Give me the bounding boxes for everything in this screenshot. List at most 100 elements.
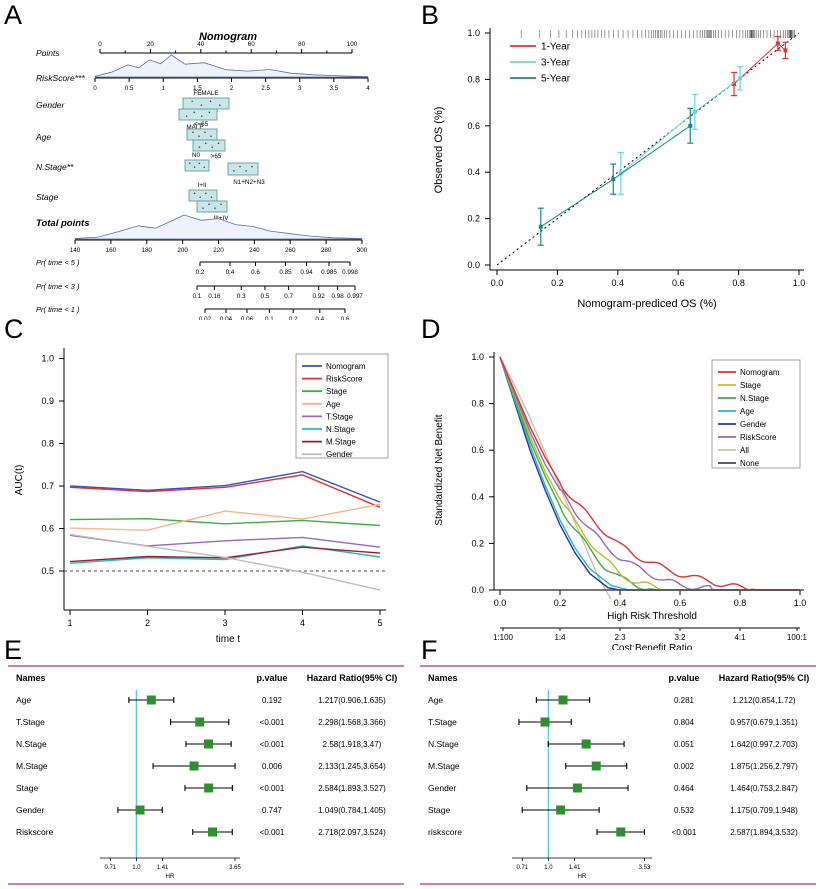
p-value: 0.002 bbox=[674, 762, 695, 771]
dca-line bbox=[499, 356, 800, 591]
estimate-square bbox=[189, 761, 199, 771]
row-name: T.Stage bbox=[428, 717, 457, 727]
panel-a-label: A bbox=[4, 0, 23, 30]
estimate-square bbox=[135, 805, 145, 815]
estimate-square bbox=[195, 717, 205, 727]
tick-label: 0.4 bbox=[614, 598, 627, 608]
tick-label: 0.9 bbox=[41, 396, 54, 406]
jitter-dot bbox=[193, 192, 196, 195]
estimate-square bbox=[572, 783, 582, 793]
tick-label: 140 bbox=[70, 247, 81, 254]
panel-c-label: C bbox=[4, 314, 24, 344]
auc-line bbox=[69, 517, 381, 527]
x-axis-title: High Risk Threshold bbox=[607, 611, 697, 622]
tick-label: 0.3 bbox=[237, 293, 246, 300]
tick-label: 1:4 bbox=[554, 633, 566, 642]
dca-line bbox=[499, 356, 800, 591]
legend-label: Gender bbox=[740, 420, 767, 429]
auc-line bbox=[69, 545, 381, 564]
dca-chart: 0.0 0.2 0.4 0.6 0.8 1.0 0.0 0.2 0.4 0.6 0.8 1.0 High… bbox=[434, 352, 808, 650]
jitter-dot bbox=[205, 142, 207, 145]
level-box bbox=[186, 128, 218, 141]
tick-label: 3.65 bbox=[229, 865, 241, 871]
row-name: Age bbox=[428, 695, 443, 705]
tick-label: 1 bbox=[67, 618, 72, 628]
row-name: T.Stage bbox=[16, 717, 45, 727]
p-value: <0.001 bbox=[260, 784, 285, 793]
estimate-square bbox=[558, 695, 568, 705]
legend-label: Nomogram bbox=[740, 368, 780, 377]
tick-label: 0.7 bbox=[284, 293, 293, 300]
tick-label: 1 bbox=[161, 85, 165, 92]
row-name: M.Stage bbox=[428, 761, 460, 771]
tick-label: 0.94 bbox=[300, 269, 313, 276]
dca-line bbox=[499, 356, 800, 591]
header-names: Names bbox=[16, 673, 46, 683]
legend-label: Age bbox=[740, 407, 755, 416]
level-box bbox=[178, 108, 218, 121]
x-axis-title: time t bbox=[216, 634, 241, 645]
legend-label: 3-Year bbox=[541, 58, 571, 69]
calibration-chart: 0.0 0.2 0.4 0.6 0.8 1.0 0.0 0.2 0.4 0.6 0.8 1.0 Nomo… bbox=[433, 28, 805, 310]
tick-label: 0.8 bbox=[467, 74, 480, 84]
hr-ci: 0.957(0.679,1.351) bbox=[730, 718, 798, 727]
level-label: N0 bbox=[192, 152, 201, 159]
hr-axis-title: HR bbox=[578, 874, 587, 880]
hr-ci: 1.875(1.256,2.797) bbox=[730, 762, 798, 771]
hr-ci: 2.133(1.245,3.654) bbox=[318, 762, 386, 771]
tick-label: 0.5 bbox=[125, 85, 134, 92]
row-label: N.Stage** bbox=[36, 162, 74, 172]
level-label: MALE bbox=[186, 124, 203, 131]
header-pvalue: p.value bbox=[256, 673, 287, 683]
legend-box bbox=[295, 353, 389, 459]
x-axis-title: Nomogram-prediced OS (%) bbox=[577, 298, 716, 310]
y-axis-title: Standardized Net Benefit bbox=[434, 414, 445, 525]
tick-label: 2 bbox=[230, 85, 234, 92]
jitter-dot bbox=[201, 115, 203, 117]
legend-label: None bbox=[740, 459, 760, 468]
hr-ci: 2.298(1.568,3.366) bbox=[318, 718, 386, 727]
tick-label: 0.6 bbox=[341, 316, 350, 320]
data-point bbox=[618, 171, 623, 176]
data-point bbox=[692, 109, 697, 114]
dca-line bbox=[499, 356, 800, 591]
estimate-square bbox=[204, 783, 214, 793]
jitter-dot bbox=[205, 192, 207, 195]
tick-label: 0 bbox=[98, 41, 102, 48]
auc-line bbox=[69, 474, 381, 508]
panel-d-label: D bbox=[421, 314, 441, 344]
level-box bbox=[182, 97, 230, 110]
tick-label: 0.2 bbox=[467, 214, 480, 224]
tick-label: 280 bbox=[321, 247, 332, 254]
jitter-dot bbox=[220, 203, 222, 206]
row-label: Total points bbox=[36, 218, 89, 229]
dca-line bbox=[499, 356, 612, 600]
jitter-dot bbox=[193, 111, 195, 114]
jitter-dot bbox=[251, 165, 253, 168]
panel-b: B 0.0 0.2 0.4 0.6 0.8 1.0 0.0 0.2 0.4 0.6 0.8 1.0 No… bbox=[412, 0, 825, 320]
hr-ci: 2.587(1.894,3.532) bbox=[730, 828, 798, 837]
tick-label: 0.4 bbox=[226, 269, 235, 276]
tick-label: 100 bbox=[347, 41, 358, 48]
hr-axis-title: HR bbox=[166, 874, 175, 880]
tick-label: 0.6 bbox=[471, 445, 484, 455]
jitter-dot bbox=[192, 131, 194, 134]
tick-label: 260 bbox=[285, 247, 296, 254]
jitter-dot bbox=[233, 170, 235, 172]
level-box bbox=[188, 189, 218, 202]
legend-label: Stage bbox=[326, 387, 347, 396]
hr-ci: 2.58(1.918,3.47) bbox=[323, 740, 382, 749]
tick-label: 2 bbox=[145, 618, 150, 628]
tick-label: 0.4 bbox=[471, 492, 484, 502]
tick-label: 1.5 bbox=[193, 85, 202, 92]
tick-label: 0.2 bbox=[289, 316, 298, 320]
tick-label: 3.5 bbox=[329, 85, 338, 92]
p-value: 0.747 bbox=[262, 806, 283, 815]
level-label: FEMALE bbox=[193, 90, 218, 97]
tick-label: 0.71 bbox=[516, 865, 528, 871]
estimate-square bbox=[204, 739, 214, 749]
panel-d: D 0.0 0.2 0.4 0.6 0.8 1.0 0.0 0.2 0.4 0.6 0.8 1.0 Hi… bbox=[412, 316, 825, 651]
legend-label: M.Stage bbox=[326, 438, 356, 447]
tick-label: 5 bbox=[377, 618, 382, 628]
tick-label: 0.8 bbox=[732, 278, 745, 288]
